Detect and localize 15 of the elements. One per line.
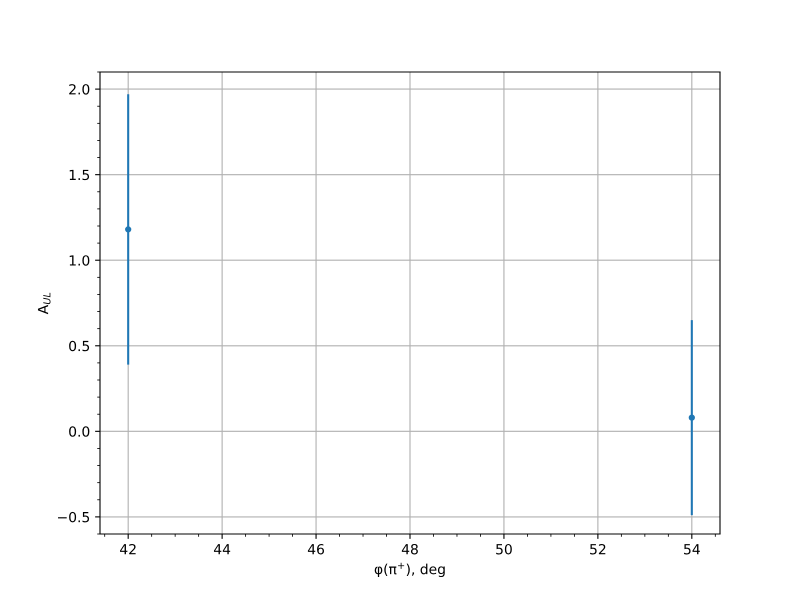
y-tick-label: 1.0 xyxy=(70,255,90,266)
x-tick-label: 54 xyxy=(684,544,700,554)
y-axis-title: A$_{UL}$ xyxy=(38,292,51,314)
x-tick-label: 48 xyxy=(402,544,418,554)
y-tick-label: 1.5 xyxy=(70,170,90,180)
x-tick-label: 44 xyxy=(214,544,230,554)
y-tick-label: 0.5 xyxy=(69,340,90,352)
x-tick-label: 50 xyxy=(496,544,512,554)
y-tick-label: 2.0 xyxy=(69,84,90,95)
y-tick-label: 0.0 xyxy=(69,426,90,437)
x-axis-title: φ(π$^{+}$), deg xyxy=(374,562,445,578)
x-tick-label: 42 xyxy=(120,544,136,554)
x-tick-label: 52 xyxy=(590,544,606,554)
y-tick-label: −0.5 xyxy=(58,512,90,522)
x-tick-label: 46 xyxy=(308,544,324,554)
